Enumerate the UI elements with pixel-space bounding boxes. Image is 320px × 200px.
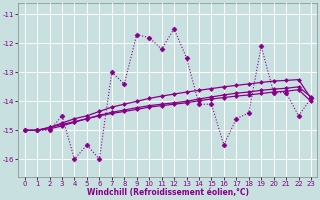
X-axis label: Windchill (Refroidissement éolien,°C): Windchill (Refroidissement éolien,°C) xyxy=(87,188,249,197)
